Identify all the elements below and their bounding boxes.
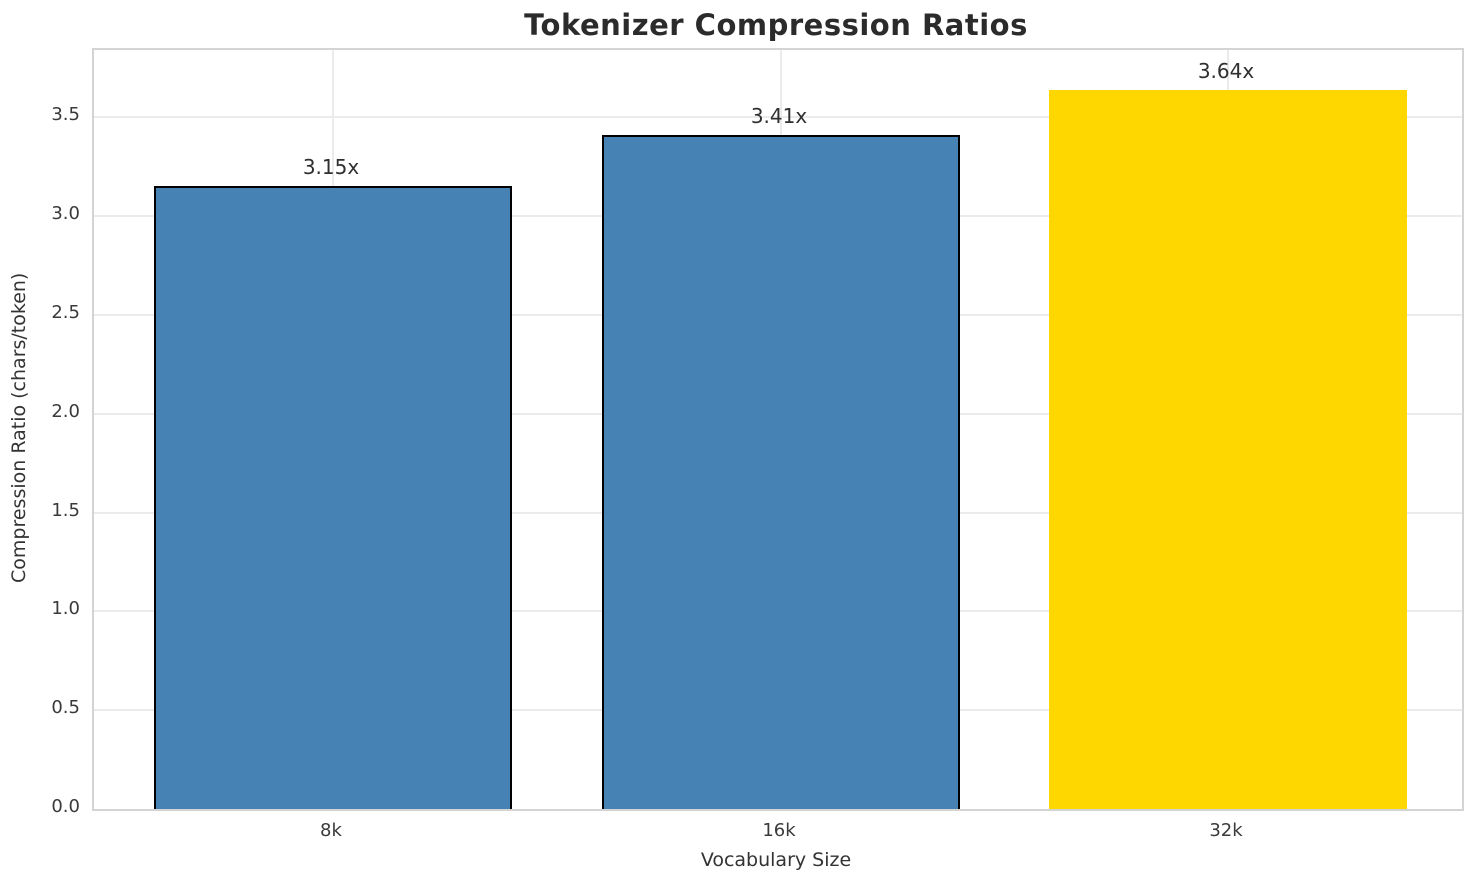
- h-gridline-3.5: [94, 116, 1462, 119]
- chart-title: Tokenizer Compression Ratios: [524, 8, 1028, 42]
- y-tick-label-2.0: 2.0: [51, 400, 80, 422]
- bar-value-label-32k: 3.64x: [1197, 58, 1255, 83]
- x-tick-label-8k: 8k: [320, 820, 342, 841]
- y-tick-label-3.5: 3.5: [51, 104, 80, 126]
- y-tick-label-1.5: 1.5: [51, 499, 80, 521]
- bar-32k: [1049, 89, 1407, 809]
- y-tick-label-1.0: 1.0: [51, 598, 80, 620]
- y-tick-label-3.0: 3.0: [51, 203, 80, 225]
- y-tick-label-0.0: 0.0: [51, 796, 80, 817]
- x-axis-label: Vocabulary Size: [700, 849, 852, 871]
- bar-8k: [154, 186, 512, 809]
- y-tick-label-0.5: 0.5: [51, 697, 80, 719]
- x-tick-label-16k: 16k: [762, 820, 796, 841]
- y-tick-label-2.5: 2.5: [51, 301, 80, 323]
- plot-area: [92, 48, 1464, 811]
- bar-value-label-8k: 3.15x: [302, 155, 360, 180]
- y-axis-label: Compression Ratio (chars/token): [8, 272, 30, 583]
- bar-value-label-16k: 3.41x: [750, 103, 808, 128]
- x-tick-label-32k: 32k: [1209, 820, 1243, 841]
- bar-16k: [602, 135, 960, 809]
